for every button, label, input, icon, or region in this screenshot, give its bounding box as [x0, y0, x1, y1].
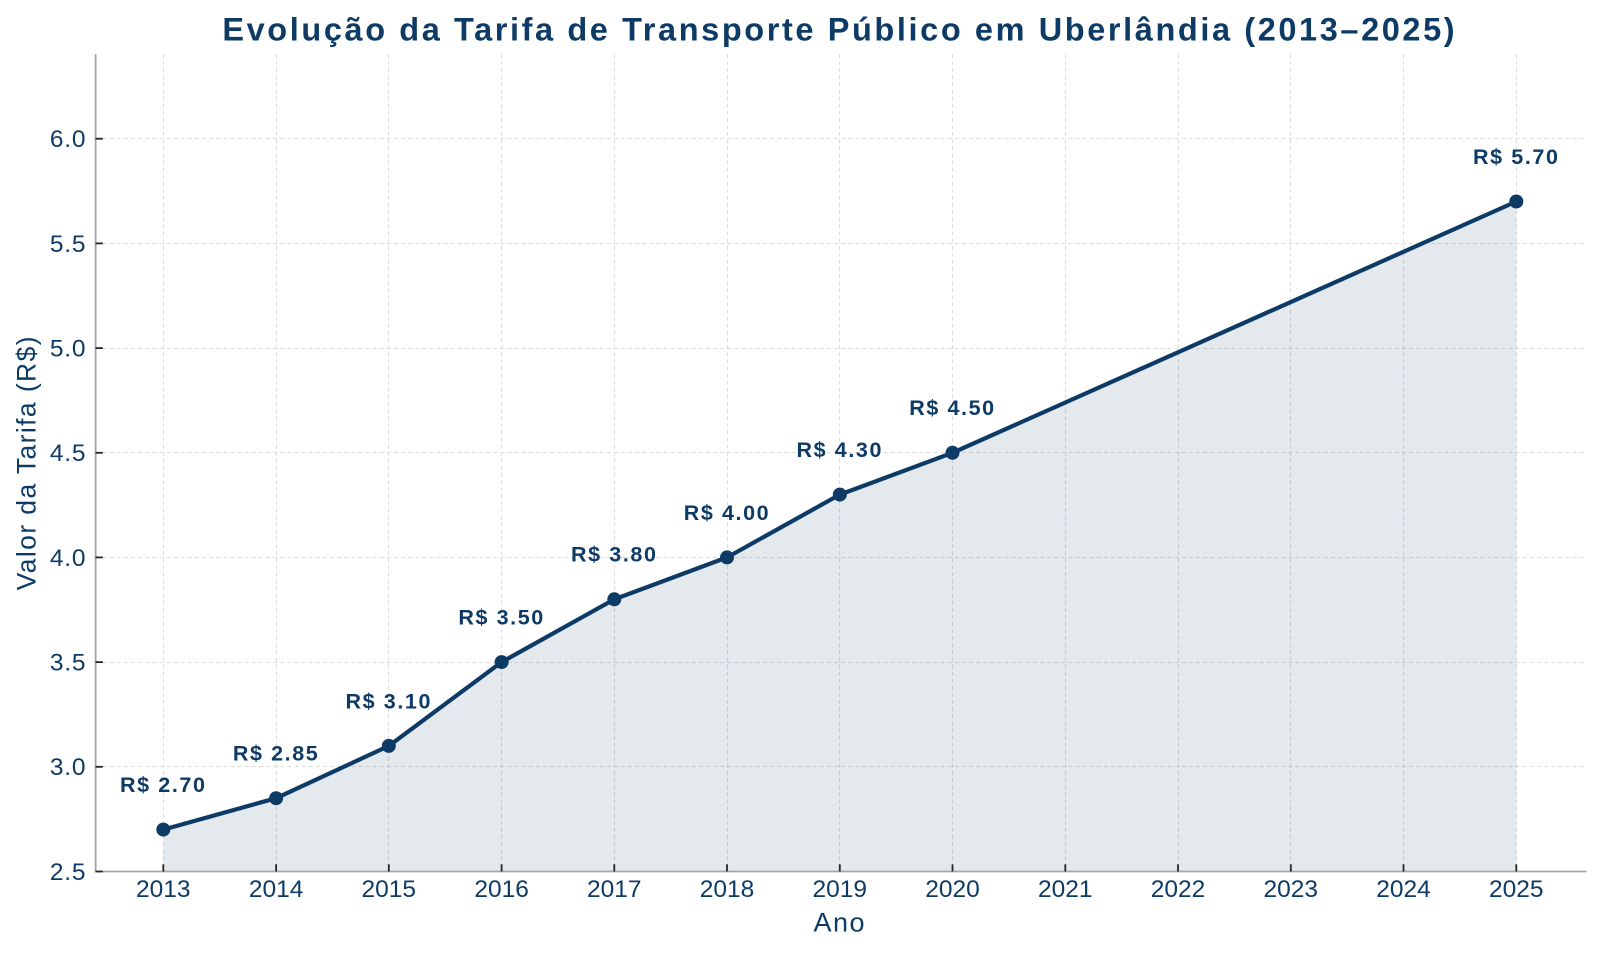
svg-text:R$ 3.10: R$ 3.10 — [346, 689, 433, 713]
svg-text:5.5: 5.5 — [50, 231, 86, 258]
svg-text:R$ 3.80: R$ 3.80 — [571, 543, 658, 567]
svg-text:4.5: 4.5 — [50, 440, 86, 467]
svg-text:R$ 4.50: R$ 4.50 — [909, 396, 996, 420]
svg-text:3.5: 3.5 — [50, 650, 86, 677]
svg-text:R$ 2.70: R$ 2.70 — [120, 773, 207, 797]
svg-text:R$ 2.85: R$ 2.85 — [233, 742, 320, 766]
svg-text:2021: 2021 — [1038, 876, 1093, 903]
svg-text:2017: 2017 — [587, 876, 642, 903]
svg-text:2023: 2023 — [1264, 876, 1319, 903]
svg-text:Valor da Tarifa (R$): Valor da Tarifa (R$) — [12, 335, 42, 590]
svg-text:2024: 2024 — [1376, 876, 1431, 903]
svg-text:5.0: 5.0 — [50, 336, 86, 363]
svg-text:Ano: Ano — [814, 908, 867, 938]
svg-text:2.5: 2.5 — [50, 859, 86, 886]
svg-text:2014: 2014 — [249, 876, 304, 903]
svg-text:R$ 4.00: R$ 4.00 — [684, 501, 771, 525]
svg-text:R$ 3.50: R$ 3.50 — [458, 606, 545, 630]
svg-text:2016: 2016 — [474, 876, 529, 903]
svg-text:R$ 4.30: R$ 4.30 — [797, 438, 884, 462]
svg-text:2020: 2020 — [925, 876, 980, 903]
svg-text:R$ 5.70: R$ 5.70 — [1473, 145, 1560, 169]
svg-text:2015: 2015 — [362, 876, 417, 903]
svg-text:Evolução da Tarifa de Transpor: Evolução da Tarifa de Transporte Público… — [222, 12, 1457, 48]
svg-text:4.0: 4.0 — [50, 545, 86, 572]
svg-text:2025: 2025 — [1489, 876, 1544, 903]
svg-text:2022: 2022 — [1151, 876, 1206, 903]
svg-text:6.0: 6.0 — [50, 126, 86, 153]
svg-text:3.0: 3.0 — [50, 754, 86, 781]
svg-text:2013: 2013 — [136, 876, 191, 903]
svg-text:2018: 2018 — [700, 876, 755, 903]
svg-text:2019: 2019 — [813, 876, 868, 903]
